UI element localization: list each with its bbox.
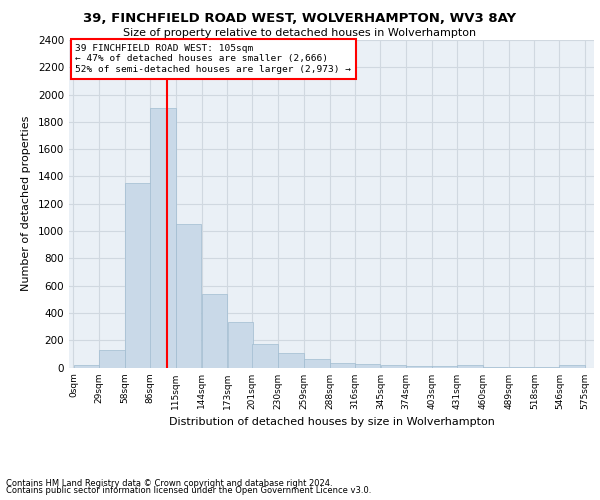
Bar — [406, 366, 432, 368]
Bar — [380, 366, 406, 368]
Bar — [457, 366, 482, 368]
Bar — [355, 364, 380, 368]
X-axis label: Distribution of detached houses by size in Wolverhampton: Distribution of detached houses by size … — [169, 417, 494, 427]
Bar — [559, 366, 585, 368]
Bar — [330, 362, 355, 368]
Bar — [535, 367, 560, 368]
Text: 39 FINCHFIELD ROAD WEST: 105sqm
← 47% of detached houses are smaller (2,666)
52%: 39 FINCHFIELD ROAD WEST: 105sqm ← 47% of… — [75, 44, 351, 74]
Bar — [125, 184, 151, 368]
Bar — [202, 294, 227, 368]
Bar — [100, 350, 125, 368]
Bar — [74, 366, 99, 368]
Bar — [483, 367, 508, 368]
Bar — [278, 353, 304, 368]
Bar — [253, 344, 278, 368]
Text: 39, FINCHFIELD ROAD WEST, WOLVERHAMPTON, WV3 8AY: 39, FINCHFIELD ROAD WEST, WOLVERHAMPTON,… — [83, 12, 517, 26]
Bar — [227, 322, 253, 368]
Y-axis label: Number of detached properties: Number of detached properties — [21, 116, 31, 292]
Bar — [509, 367, 534, 368]
Bar — [432, 366, 458, 368]
Text: Size of property relative to detached houses in Wolverhampton: Size of property relative to detached ho… — [124, 28, 476, 38]
Text: Contains public sector information licensed under the Open Government Licence v3: Contains public sector information licen… — [6, 486, 371, 495]
Bar — [150, 108, 176, 368]
Bar — [304, 360, 329, 368]
Text: Contains HM Land Registry data © Crown copyright and database right 2024.: Contains HM Land Registry data © Crown c… — [6, 478, 332, 488]
Bar — [176, 224, 202, 368]
